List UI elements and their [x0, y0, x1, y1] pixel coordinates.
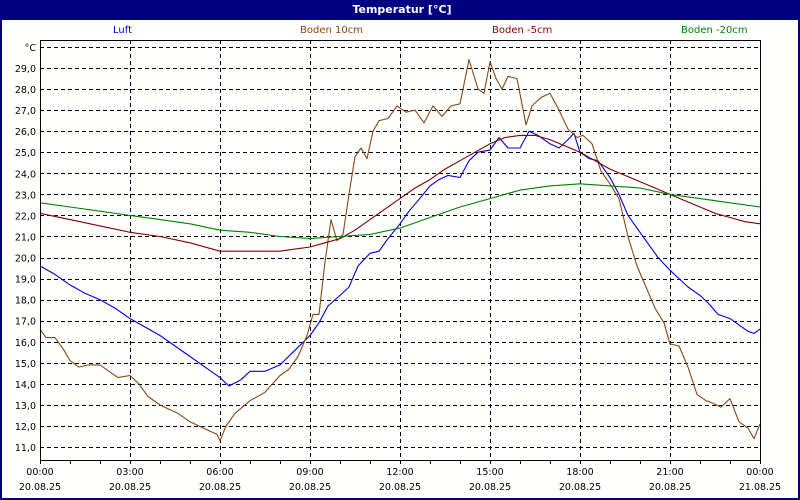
- y-tick-label: 11,0: [15, 443, 36, 454]
- y-tick-label: 26,0: [15, 127, 36, 138]
- y-tick-label: 23,0: [15, 190, 36, 201]
- x-tick-date: 20.08.25: [289, 482, 331, 493]
- y-tick-label: 17,0: [15, 317, 36, 328]
- x-tick-time: 12:00: [386, 467, 413, 478]
- y-tick-label: 15,0: [15, 359, 36, 370]
- plot-frame: [40, 40, 761, 461]
- x-tick-time: 15:00: [476, 467, 503, 478]
- legend-item: Luft: [113, 25, 132, 36]
- x-tick-time: 18:00: [566, 467, 593, 478]
- x-tick-time: 00:00: [746, 467, 773, 478]
- y-tick-label: 21,0: [15, 232, 36, 243]
- x-tick-date: 20.08.25: [379, 482, 421, 493]
- x-tick-date: 21.08.25: [739, 482, 781, 493]
- x-tick-time: 03:00: [116, 467, 143, 478]
- legend-item: Boden 10cm: [300, 25, 363, 36]
- y-tick-label: 12,0: [15, 422, 36, 433]
- y-tick-label: 28,0: [15, 85, 36, 96]
- x-tick-time: 21:00: [656, 467, 683, 478]
- x-tick-time: 09:00: [296, 467, 323, 478]
- y-tick-label: 18,0: [15, 296, 36, 307]
- y-tick-label: 13,0: [15, 401, 36, 412]
- x-tick-date: 20.08.25: [19, 482, 61, 493]
- y-tick-label: 19,0: [15, 275, 36, 286]
- y-tick-label: 20,0: [15, 254, 36, 265]
- x-tick-date: 20.08.25: [649, 482, 691, 493]
- x-tick-time: 00:00: [26, 467, 53, 478]
- chart-title: Temperatur [°C]: [2, 0, 800, 20]
- series-line-boden-20cm: [39, 183, 761, 240]
- y-tick-label: 29,0: [15, 64, 36, 75]
- series-line-luft: [39, 130, 761, 387]
- x-tick-date: 20.08.25: [469, 482, 511, 493]
- y-tick-label: 16,0: [15, 338, 36, 349]
- y-tick-label: 27,0: [15, 106, 36, 117]
- x-tick-date: 20.08.25: [559, 482, 601, 493]
- y-tick-label: 25,0: [15, 148, 36, 159]
- y-tick-label: 24,0: [15, 169, 36, 180]
- x-tick-date: 20.08.25: [199, 482, 241, 493]
- legend-item: Boden -5cm: [492, 25, 553, 36]
- y-unit-label: °C: [25, 43, 37, 54]
- x-tick-date: 20.08.25: [109, 482, 151, 493]
- legend-item: Boden -20cm: [681, 25, 748, 36]
- y-tick-label: 22,0: [15, 211, 36, 222]
- series-line-boden-10cm: [39, 59, 761, 442]
- y-tick-label: 14,0: [15, 380, 36, 391]
- series-line-boden-5cm: [39, 134, 761, 252]
- x-tick-time: 06:00: [206, 467, 233, 478]
